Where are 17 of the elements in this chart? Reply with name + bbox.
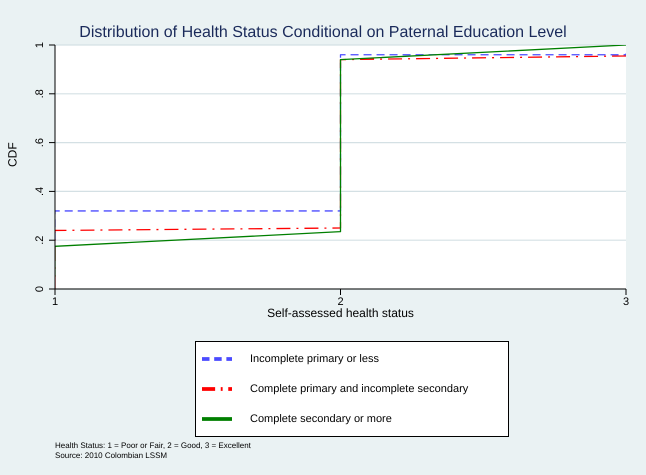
legend-label: Incomplete primary or less (250, 352, 379, 365)
x-axis-title: Self-assessed health status (267, 306, 414, 320)
x-tick-label: 3 (622, 296, 630, 308)
y-tick-label: 1 (34, 42, 46, 48)
legend-label: Complete primary and incomplete secondary (250, 382, 468, 395)
legend-label: Complete secondary or more (250, 412, 392, 425)
text: Health Status: 1 = Poor or Fair, 2 = Good, 3 = Excellent (55, 441, 251, 451)
x-tick-label: 2 (337, 296, 344, 308)
source-note: Source: 2010 Colombian LSSM (55, 451, 168, 461)
x-tick-label: 1 (52, 296, 58, 308)
y-tick-label: .2 (34, 236, 46, 245)
y-tick-label: .8 (34, 89, 46, 98)
y-tick-label: .6 (34, 138, 46, 148)
y-tick-label: .4 (34, 186, 46, 196)
y-axis-title: CDF (5, 142, 20, 167)
chart-title: Distribution of Health Status Conditional on Paternal Education Level (78, 24, 568, 42)
y-tick-label: 0 (34, 286, 46, 292)
